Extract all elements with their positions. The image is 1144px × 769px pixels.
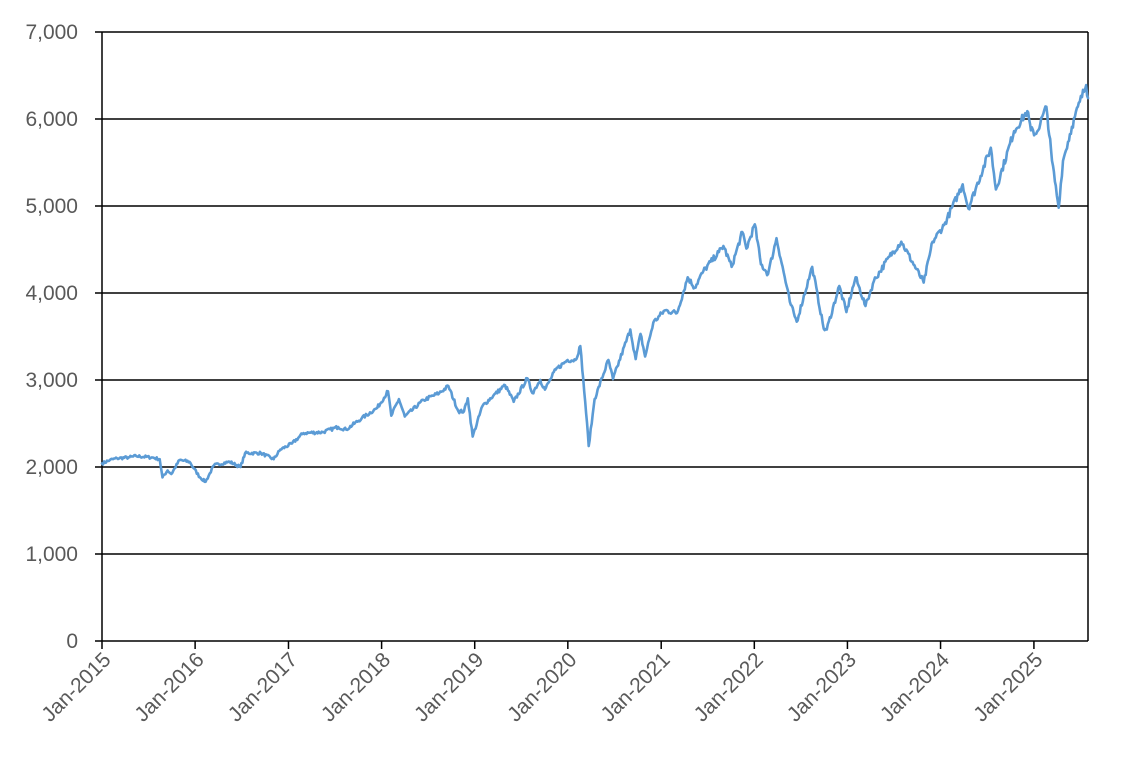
y-tick-label: 1,000 xyxy=(25,543,78,566)
series-line-0 xyxy=(100,83,1090,484)
x-tick-label: Jan-2017 xyxy=(224,648,302,726)
y-tick-label: 6,000 xyxy=(25,108,78,131)
x-tick-label: Jan-2022 xyxy=(690,648,768,726)
axes xyxy=(95,31,1089,649)
x-tick-label: Jan-2025 xyxy=(969,648,1047,726)
x-tick-label: Jan-2020 xyxy=(503,648,581,726)
x-tick-label: Jan-2015 xyxy=(37,648,115,726)
y-tick-label: 4,000 xyxy=(25,282,78,305)
y-tick-label: 2,000 xyxy=(25,456,78,479)
y-tick-labels: 0 1,000 2,000 3,000 4,000 5,000 6,000 7,000 xyxy=(25,21,78,653)
x-tick-labels: Jan-2015 Jan-2016 Jan-2017 Jan-2018 Jan-2019… xyxy=(37,648,1047,726)
x-tick-label: Jan-2021 xyxy=(597,648,675,726)
y-tick-label: 7,000 xyxy=(25,21,78,44)
x-tick-label: Jan-2019 xyxy=(410,648,488,726)
y-tick-label: 5,000 xyxy=(25,195,78,218)
x-tick-label: Jan-2024 xyxy=(876,648,954,726)
gridlines xyxy=(102,31,1088,555)
x-tick-label: Jan-2018 xyxy=(317,648,395,726)
x-tick-label: Jan-2016 xyxy=(130,648,208,726)
y-tick-label: 0 xyxy=(66,630,78,653)
y-tick-label: 3,000 xyxy=(25,369,78,392)
series-layer xyxy=(100,83,1090,484)
x-tick-label: Jan-2023 xyxy=(783,648,861,726)
